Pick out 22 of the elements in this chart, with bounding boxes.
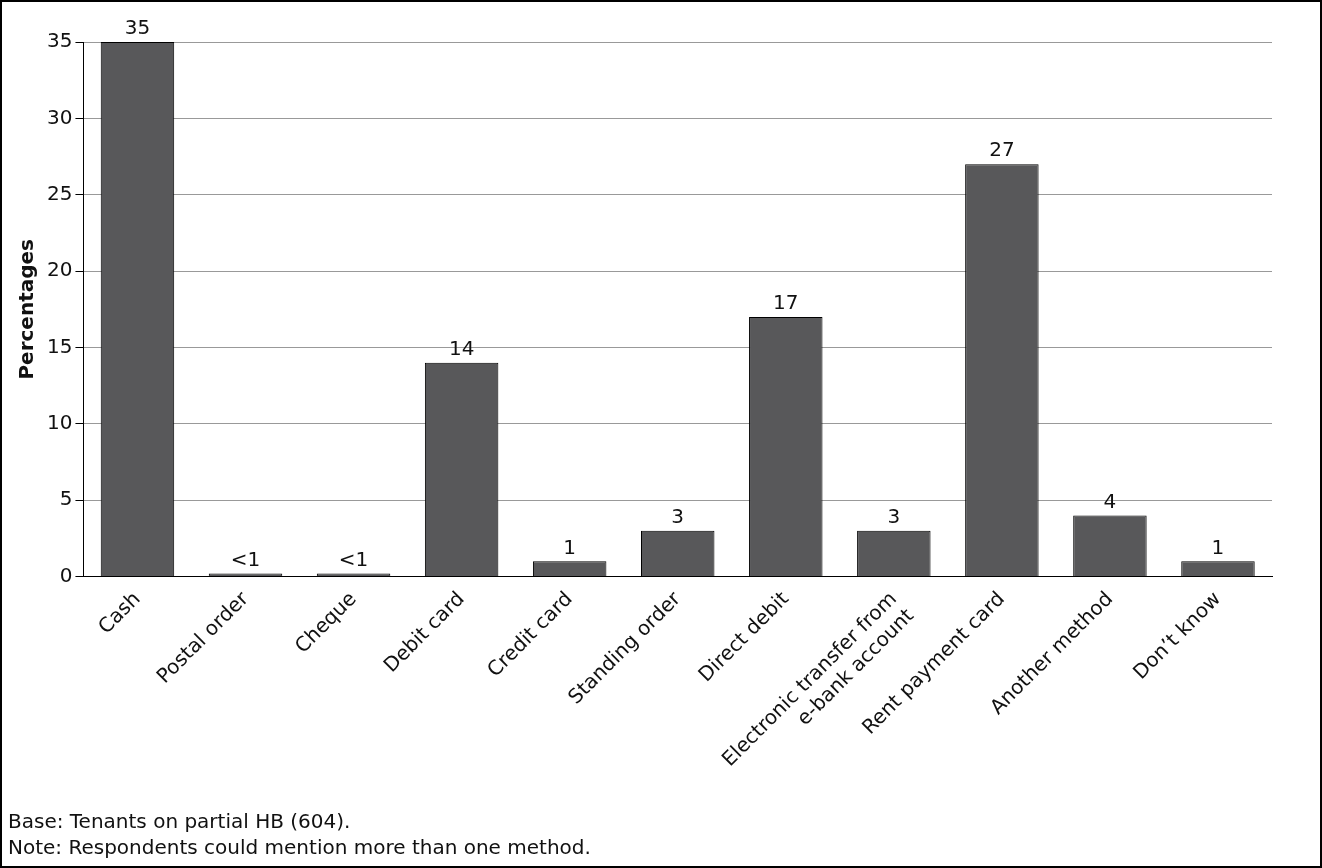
y-tick-label: 5: [59, 486, 73, 511]
data-label: 27: [989, 137, 1015, 162]
y-tick-label: 25: [47, 180, 73, 205]
text: Note: Respondents could mention more than one method.: [8, 834, 591, 860]
data-label: 1: [563, 534, 577, 559]
y-tick-label: 35: [47, 28, 73, 53]
y-axis-title: Percentages: [14, 239, 39, 380]
data-label: <1: [338, 546, 369, 571]
y-tick-label: 30: [47, 104, 73, 129]
data-label: 1: [1211, 534, 1225, 559]
y-tick-label: 10: [47, 410, 73, 435]
y-tick-label: 15: [47, 333, 73, 358]
data-label: 35: [124, 15, 151, 40]
y-tick-label: 20: [47, 257, 73, 282]
data-label: 17: [773, 290, 799, 315]
data-label: <1: [230, 546, 261, 571]
text: Base: Tenants on partial HB (604).: [8, 808, 352, 834]
data-label: 4: [1103, 488, 1117, 513]
data-label: 14: [448, 335, 475, 360]
data-label: 3: [671, 503, 685, 528]
data-label: 3: [887, 503, 901, 528]
y-tick-label: 0: [59, 562, 73, 587]
